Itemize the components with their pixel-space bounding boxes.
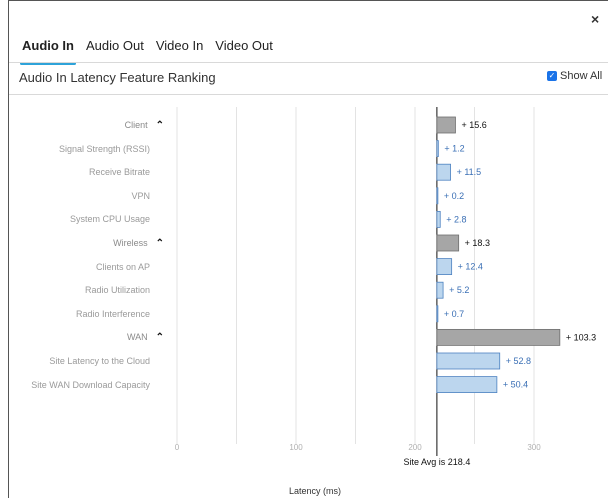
feature-bar (436, 163, 451, 181)
x-tick-label: 200 (408, 443, 422, 452)
bar-value-label: + 15.6 (461, 120, 486, 130)
row-label-text: Site WAN Download Capacity (31, 379, 150, 390)
close-icon[interactable]: × (591, 11, 600, 27)
tab-divider (9, 62, 608, 63)
panel-title: Audio In Latency Feature Ranking (19, 70, 216, 85)
group-bar (436, 328, 561, 346)
bar-value-label: + 12.4 (458, 262, 483, 272)
row-label-text: Clients on AP (95, 261, 150, 272)
bar-value-label: + 50.4 (503, 380, 528, 390)
chevron-up-icon[interactable]: ⌃ (155, 120, 164, 131)
feature-bar (436, 258, 453, 276)
chevron-up-icon[interactable]: ⌃ (155, 238, 164, 249)
baseline-label: Site Avg is 218.4 (403, 457, 470, 467)
group-bar (436, 234, 460, 252)
bar-value-label: + 0.7 (444, 309, 464, 319)
feature-bar (436, 376, 498, 394)
feature-bar (436, 140, 439, 158)
show-all-label: Show All (560, 70, 603, 82)
tab-video-in[interactable]: Video In (155, 38, 204, 53)
bar-value-label: + 5.2 (449, 285, 469, 295)
row-label-text: VPN (131, 190, 150, 201)
bar-value-label: + 103.3 (566, 332, 596, 342)
feature-row-label: Site Latency to the Cloud (49, 354, 150, 368)
group-bar (436, 116, 456, 134)
x-axis-title: Latency (ms) (289, 486, 342, 496)
row-label-text: WAN (126, 332, 148, 343)
feature-row-label: Site WAN Download Capacity (31, 378, 150, 392)
chevron-up-icon[interactable]: ⌃ (155, 332, 164, 344)
bar-value-label: + 1.2 (444, 144, 464, 154)
group-row-label[interactable]: WAN ⌃ (127, 330, 164, 344)
feature-bar (436, 305, 439, 323)
feature-row-label: VPN (131, 189, 150, 203)
x-tick-label: 300 (527, 443, 541, 452)
show-all-toggle[interactable]: ✓ Show All (547, 70, 602, 82)
tab-audio-out[interactable]: Audio Out (86, 38, 144, 53)
group-row-label[interactable]: Wireless ⌃ (113, 236, 164, 250)
feature-row-label: Clients on AP (96, 260, 150, 274)
row-label-text: Radio Interference (75, 308, 150, 319)
tab-bar: Audio In Audio Out Video In Video Out (20, 38, 273, 65)
feature-row-label: Radio Utilization (85, 283, 150, 297)
x-tick-label: 100 (289, 443, 303, 452)
feature-bar (436, 281, 444, 299)
row-label-text: Site Latency to the Cloud (49, 356, 150, 366)
feature-row-label: Signal Strength (RSSI) (59, 142, 150, 156)
group-row-label[interactable]: Client ⌃ (125, 118, 164, 132)
row-label-text: Wireless (113, 238, 148, 248)
row-label-text: Receive Bitrate (88, 167, 150, 178)
bar-value-label: + 0.2 (444, 191, 464, 201)
bar-value-label: + 52.8 (506, 356, 531, 366)
bar-value-label: + 2.8 (446, 214, 466, 224)
feature-row-label: System CPU Usage (70, 212, 150, 226)
feature-bar (436, 187, 439, 205)
row-label-text: Client (124, 120, 148, 130)
x-tick-label: 0 (175, 443, 180, 452)
checkbox-checked-icon[interactable]: ✓ (547, 71, 557, 81)
row-label-text: System CPU Usage (69, 214, 150, 225)
row-label-text: Radio Utilization (84, 285, 150, 296)
feature-bar (436, 210, 441, 228)
row-label-text: Signal Strength (RSSI) (58, 143, 150, 154)
modal-panel (8, 0, 608, 498)
tab-video-out[interactable]: Video Out (215, 38, 273, 53)
tab-audio-in[interactable]: Audio In (20, 38, 76, 65)
bar-value-label: + 18.3 (465, 238, 490, 248)
title-divider (9, 94, 608, 95)
feature-row-label: Receive Bitrate (89, 165, 150, 179)
feature-row-label: Radio Interference (76, 307, 150, 321)
bar-value-label: + 11.5 (457, 167, 482, 177)
feature-bar (436, 352, 501, 370)
